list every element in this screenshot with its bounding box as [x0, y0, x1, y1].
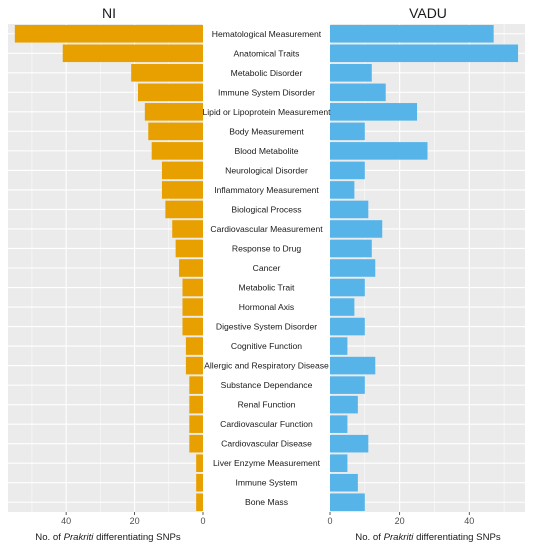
vadu-bar	[330, 44, 519, 63]
vadu-bar	[330, 473, 358, 492]
ni-bar	[189, 395, 203, 414]
vadu-bar	[330, 376, 365, 394]
category-label: Cardiovascular Measurement	[210, 224, 323, 234]
category-label: Cancer	[253, 263, 281, 273]
ni-x-axis-title: No. of Prakriti differentiating SNPs	[35, 532, 181, 543]
category-label: Metabolic Disorder	[231, 68, 303, 78]
category-label: Lipid or Lipoprotein Measurement	[202, 107, 331, 117]
vadu-bar	[330, 395, 358, 414]
ni-bar	[189, 415, 203, 433]
vadu-bar	[330, 337, 348, 355]
ni-bar	[165, 200, 203, 219]
vadu-bar	[330, 298, 355, 316]
vadu-bar	[330, 239, 372, 258]
vadu-tick-label: 0	[327, 516, 332, 526]
ni-bar	[185, 337, 203, 355]
vadu-bar	[330, 259, 376, 277]
category-label: Neurological Disorder	[225, 165, 308, 175]
vadu-bar	[330, 356, 376, 375]
category-label: Renal Function	[238, 400, 296, 410]
vadu-bar	[330, 103, 418, 121]
ni-panel-title: NI	[102, 5, 116, 21]
category-label: Hematological Measurement	[212, 29, 322, 39]
vadu-x-axis-title-italic: Prakriti	[384, 532, 415, 543]
ni-bar	[172, 220, 203, 238]
category-label: Biological Process	[231, 204, 301, 214]
category-label: Allergic and Respiratory Disease	[204, 361, 329, 371]
vadu-x-axis-title-suffix: differentiating SNPs	[413, 532, 500, 543]
ni-x-axis-title-italic: Prakriti	[64, 532, 95, 543]
ni-bar	[161, 181, 203, 199]
category-label: Anatomical Traits	[234, 48, 300, 58]
ni-bar	[196, 493, 203, 512]
ni-tick-label: 40	[61, 516, 71, 526]
vadu-bar	[330, 83, 386, 102]
ni-bar	[175, 239, 203, 258]
vadu-bar	[330, 220, 383, 238]
ni-bar	[144, 103, 203, 121]
category-label: Inflammatory Measurement	[214, 185, 319, 195]
ni-bar	[196, 473, 203, 492]
ni-bar	[62, 44, 203, 63]
vadu-bar	[330, 181, 355, 199]
vadu-x-axis-title: No. of Prakriti differentiating SNPs	[355, 532, 501, 543]
category-label: Cardiovascular Function	[220, 419, 313, 429]
category-label: Metabolic Trait	[239, 283, 295, 293]
vadu-bar	[330, 161, 365, 180]
vadu-bar	[330, 415, 348, 433]
ni-bar	[131, 64, 203, 82]
ni-tick-label: 0	[200, 516, 205, 526]
vadu-bar	[330, 317, 365, 336]
category-label: Liver Enzyme Measurement	[213, 458, 321, 468]
category-label: Response to Drug	[232, 243, 301, 253]
vadu-bar	[330, 200, 369, 219]
category-label: Substance Dependance	[221, 380, 313, 390]
vadu-panel: 0 20 40	[327, 24, 525, 526]
vadu-bar	[330, 142, 428, 160]
ni-bar	[182, 317, 203, 336]
category-label: Cognitive Function	[231, 341, 302, 351]
ni-panel: 0 20 40	[8, 24, 206, 526]
category-label: Blood Metabolite	[234, 146, 298, 156]
category-label: Hormonal Axis	[239, 302, 294, 312]
ni-tick-label: 20	[130, 516, 140, 526]
category-label: Immune System Disorder	[218, 87, 315, 97]
ni-bar	[182, 298, 203, 316]
category-label: Body Measurement	[229, 126, 304, 136]
vadu-panel-title: VADU	[409, 5, 447, 21]
vadu-x-axis-title-prefix: No. of	[355, 532, 383, 543]
ni-bar	[151, 142, 203, 160]
category-label: Digestive System Disorder	[216, 322, 317, 332]
category-label: Bone Mass	[245, 497, 288, 507]
ni-x-axis-title-suffix: differentiating SNPs	[93, 532, 180, 543]
ni-bar	[138, 83, 203, 102]
ni-bar	[185, 356, 203, 375]
vadu-bar	[330, 24, 494, 43]
ni-x-axis-title-prefix: No. of	[35, 532, 63, 543]
vadu-tick-label: 40	[464, 516, 474, 526]
ni-bar	[189, 434, 203, 453]
vadu-bar	[330, 434, 369, 453]
ni-bar	[196, 454, 203, 472]
vadu-bar	[330, 278, 365, 297]
ni-bar	[14, 24, 204, 43]
category-labels: Hematological Measurement Anatomical Trai…	[202, 29, 331, 507]
vadu-bar	[330, 454, 348, 472]
category-label: Immune System	[235, 478, 297, 488]
ni-bar	[179, 259, 203, 277]
vadu-bar	[330, 64, 372, 82]
vadu-tick-label: 20	[395, 516, 405, 526]
ni-bar	[182, 278, 203, 297]
ni-bar	[189, 376, 203, 394]
ni-bar	[161, 161, 203, 180]
category-label: Cardiovascular Disease	[221, 439, 312, 449]
ni-bar	[148, 122, 203, 141]
vadu-bar	[330, 493, 365, 512]
vadu-bar	[330, 122, 365, 141]
